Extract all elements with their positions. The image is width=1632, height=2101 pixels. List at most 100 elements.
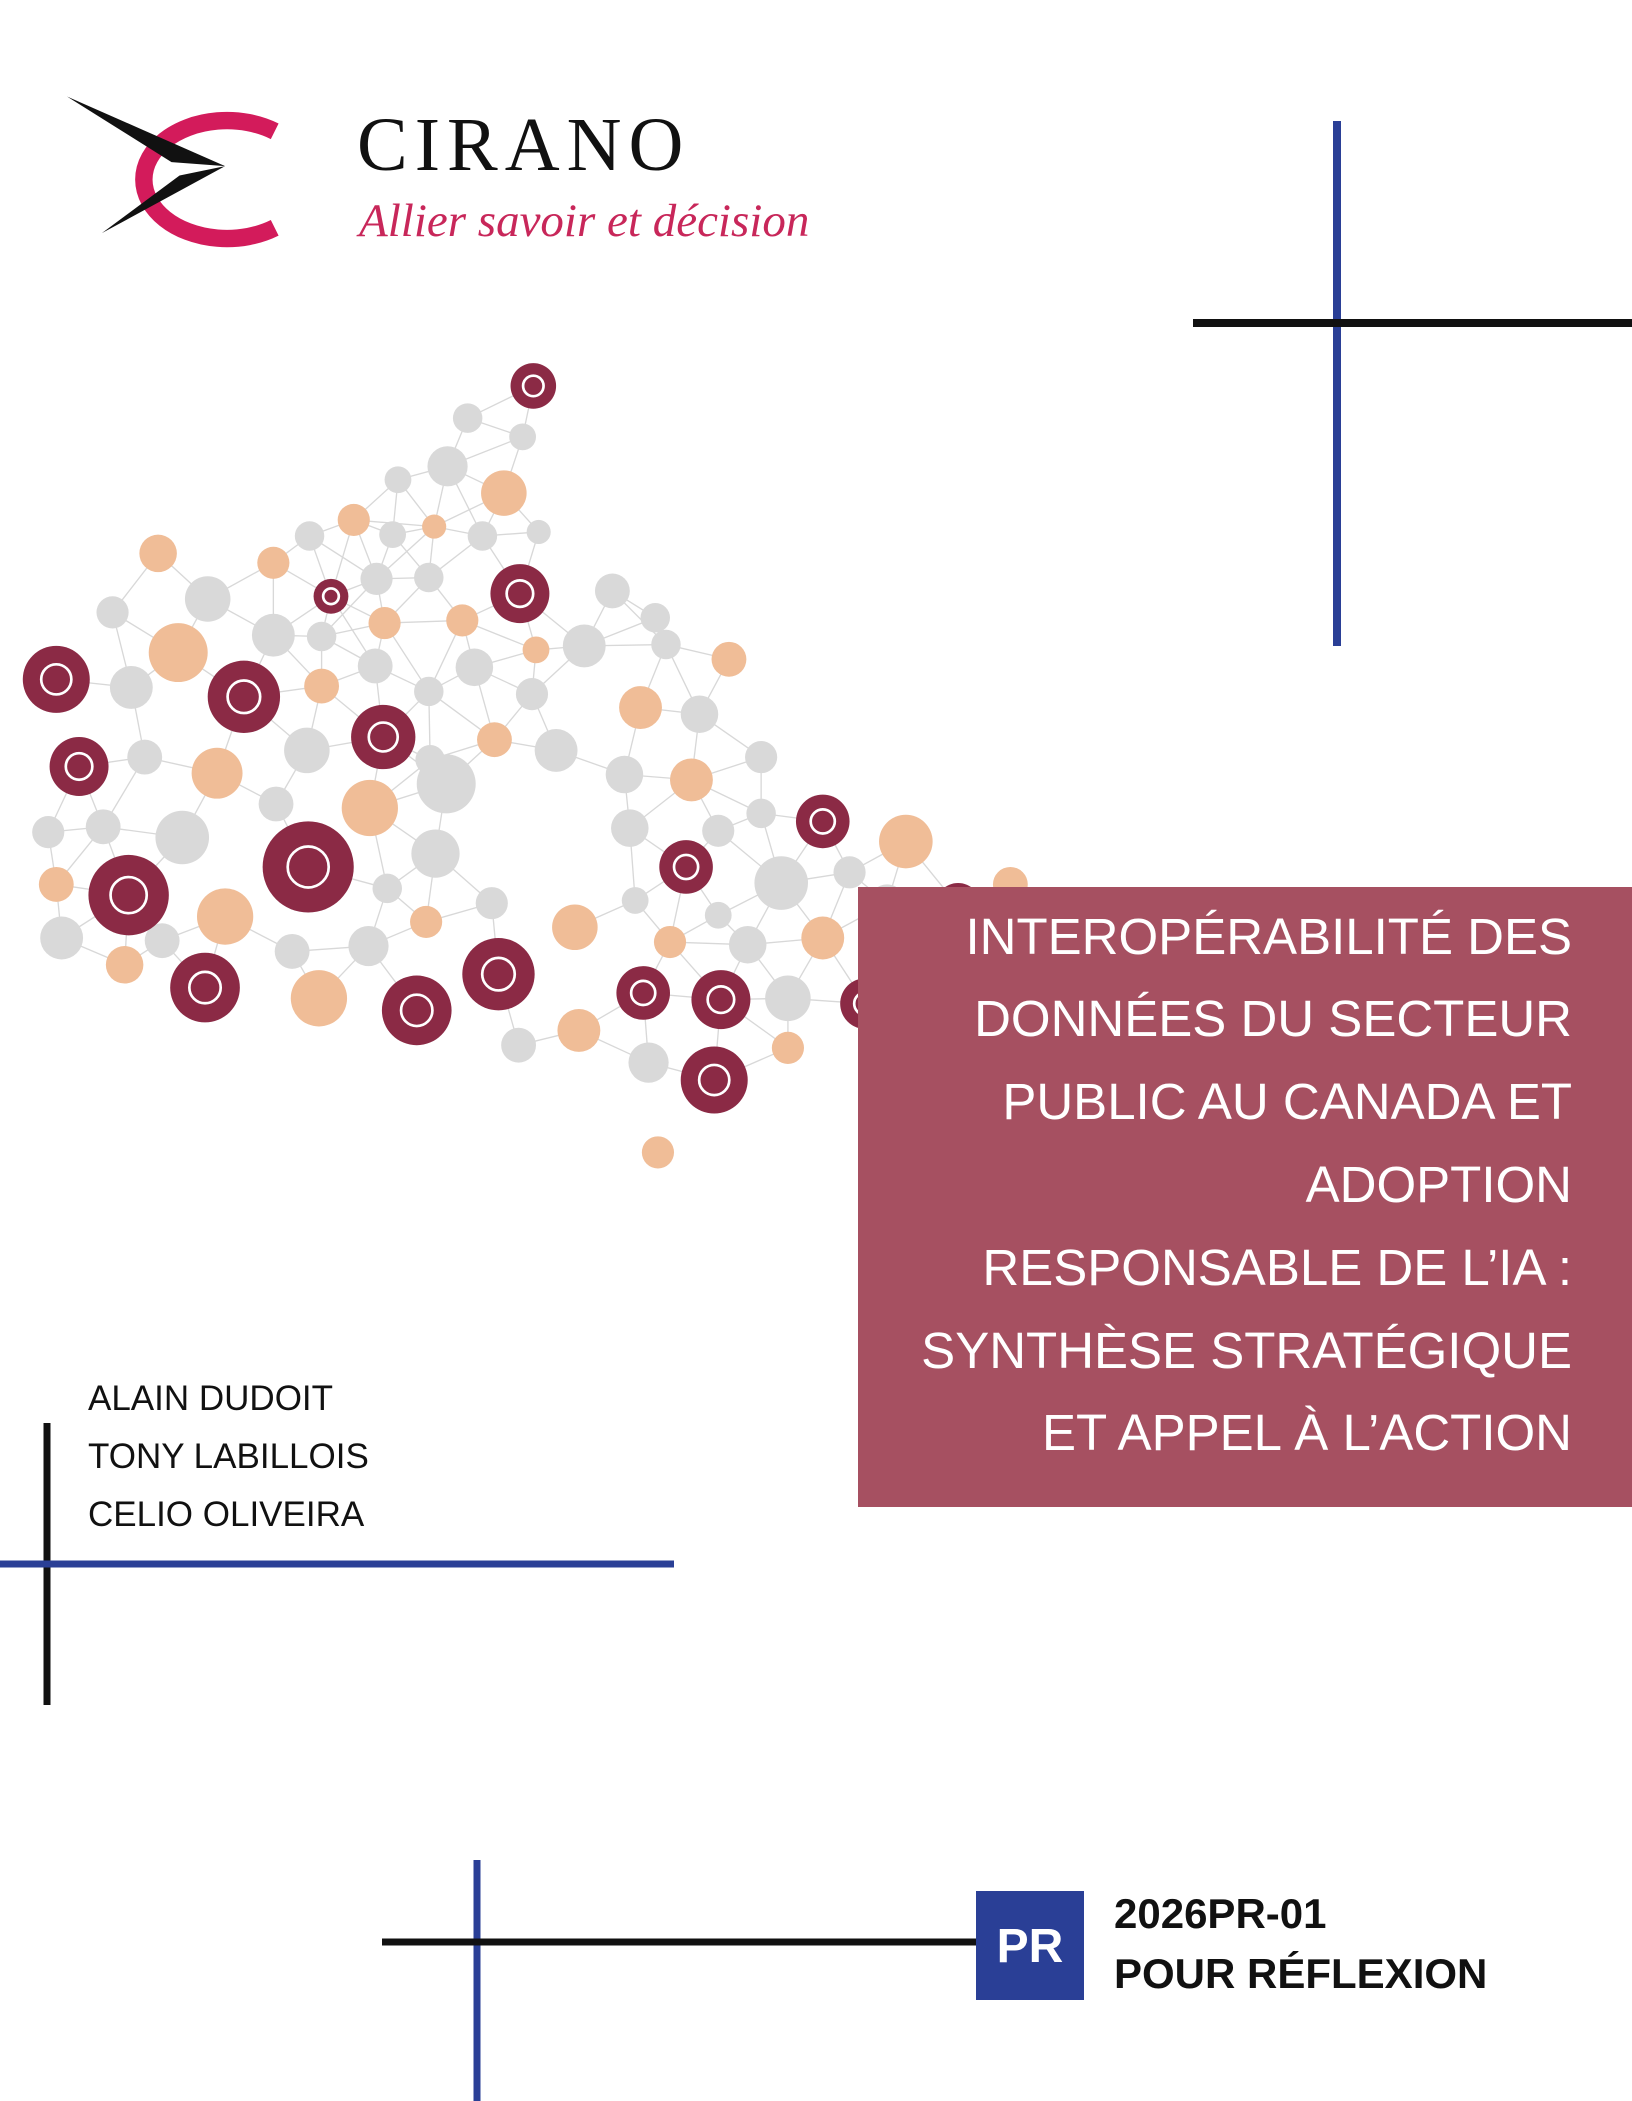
network-node bbox=[745, 741, 778, 774]
network-node bbox=[184, 576, 231, 622]
network-node bbox=[416, 754, 476, 814]
network-icon bbox=[629, 979, 657, 1007]
network-node bbox=[552, 904, 598, 951]
logo-mark bbox=[67, 96, 279, 248]
network-node bbox=[196, 888, 254, 945]
network-node bbox=[191, 747, 243, 799]
network-icon-node bbox=[510, 363, 557, 409]
network-node bbox=[702, 814, 735, 847]
network-node bbox=[96, 596, 129, 629]
network-node bbox=[372, 873, 402, 904]
title-line: SYNTHÈSE STRATÉGIQUE bbox=[921, 1322, 1572, 1379]
network-icon bbox=[226, 679, 262, 715]
network-node bbox=[105, 946, 144, 984]
network-node bbox=[605, 755, 644, 794]
network-node bbox=[467, 521, 498, 551]
author: CELIO OLIVEIRA bbox=[88, 1495, 365, 1534]
network-node bbox=[410, 905, 443, 938]
network-node bbox=[414, 562, 444, 593]
network-node bbox=[109, 665, 153, 709]
network-node bbox=[562, 624, 606, 668]
title-line: ADOPTION bbox=[1306, 1156, 1572, 1213]
network-icon-node bbox=[262, 821, 354, 913]
network-node bbox=[481, 470, 527, 516]
network-node bbox=[526, 519, 551, 545]
network-node bbox=[621, 887, 649, 914]
network-node bbox=[348, 925, 389, 967]
network-node bbox=[515, 678, 549, 711]
logo-tagline: Allier savoir et décision bbox=[356, 195, 809, 247]
network-node bbox=[379, 521, 407, 549]
network-node bbox=[754, 856, 809, 910]
network-icon bbox=[321, 587, 341, 606]
network-node bbox=[251, 613, 295, 657]
report-series: POUR RÉFLEXION bbox=[1114, 1950, 1487, 1997]
network-node bbox=[477, 722, 512, 758]
network-node bbox=[771, 1031, 804, 1064]
network-node bbox=[144, 923, 180, 959]
network-icon-node bbox=[170, 952, 240, 1023]
network-icon bbox=[64, 751, 94, 782]
network-node bbox=[611, 809, 649, 847]
network-icon-node bbox=[659, 840, 713, 894]
network-node bbox=[306, 621, 337, 652]
network-icon-node bbox=[313, 578, 349, 614]
network-node bbox=[85, 809, 121, 845]
network-node bbox=[619, 686, 662, 729]
network-icon-node bbox=[691, 970, 751, 1030]
logo-arrow bbox=[67, 96, 226, 167]
network-node bbox=[40, 916, 84, 960]
network-node bbox=[414, 676, 444, 707]
network-icon bbox=[505, 579, 535, 609]
network-node bbox=[452, 403, 483, 433]
network-icon-node bbox=[795, 794, 850, 849]
network-node bbox=[337, 503, 370, 536]
network-node bbox=[148, 623, 208, 683]
author: ALAIN DUDOIT bbox=[88, 1379, 333, 1418]
network-node bbox=[294, 521, 325, 551]
network-node bbox=[139, 534, 177, 573]
authors: ALAIN DUDOIT TONY LABILLOIS CELIO OLIVEIRA bbox=[88, 1379, 369, 1534]
network-map bbox=[22, 363, 1028, 1169]
title-line: INTEROPÉRABILITÉ DES bbox=[966, 908, 1572, 965]
network-node bbox=[833, 856, 866, 889]
network-node bbox=[534, 728, 578, 772]
title-line: RESPONSABLE DE L’IA : bbox=[982, 1239, 1572, 1296]
network-icon-node bbox=[22, 645, 90, 713]
network-node bbox=[360, 562, 393, 595]
network-node bbox=[384, 466, 412, 494]
network-node bbox=[422, 514, 447, 539]
network-node bbox=[257, 546, 290, 579]
network-node bbox=[879, 814, 933, 869]
network-node bbox=[127, 739, 163, 775]
network-icon-node bbox=[351, 704, 416, 770]
network-node bbox=[411, 829, 460, 878]
network-icon bbox=[367, 721, 400, 753]
title-line: PUBLIC AU CANADA ET bbox=[1002, 1073, 1572, 1130]
network-icon bbox=[109, 875, 149, 915]
network-node bbox=[446, 604, 479, 637]
logo-c bbox=[135, 111, 279, 248]
network-node bbox=[509, 423, 536, 451]
network-icon-node bbox=[88, 854, 169, 936]
network-icon-node bbox=[680, 1046, 748, 1114]
network-icon bbox=[39, 662, 73, 696]
logo-name: CIRANO bbox=[357, 103, 690, 187]
network-node bbox=[455, 648, 494, 687]
network-icon bbox=[706, 985, 736, 1015]
network-node bbox=[746, 798, 776, 829]
network-node bbox=[501, 1027, 536, 1063]
title-line: DONNÉES DU SECTEUR bbox=[974, 990, 1572, 1047]
network-node bbox=[651, 629, 681, 660]
network-node bbox=[522, 636, 550, 664]
network-node bbox=[368, 607, 401, 640]
network-node bbox=[290, 970, 348, 1027]
network-node bbox=[680, 695, 719, 733]
network-node bbox=[801, 916, 845, 960]
network-icon bbox=[521, 374, 545, 398]
network-node bbox=[274, 933, 310, 969]
network-icon-node bbox=[616, 966, 670, 1020]
network-node bbox=[357, 648, 393, 684]
